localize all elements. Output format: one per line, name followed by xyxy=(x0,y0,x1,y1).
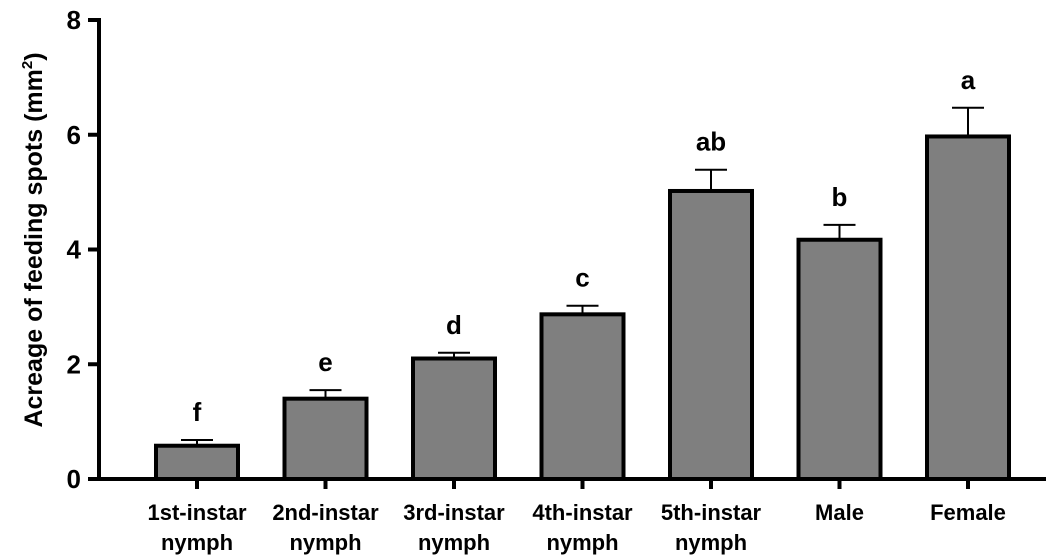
significance-letter: b xyxy=(832,182,848,212)
y-axis: 0 2 4 6 8 xyxy=(67,5,101,494)
y-tick-label: 0 xyxy=(67,464,81,494)
y-axis-label-superscript: 2 xyxy=(19,61,36,69)
significance-letter: a xyxy=(961,65,976,95)
x-tick-label: 4th-instar nymph xyxy=(532,500,633,555)
svg-text:Acreage of feeding spots (mm2): Acreage of feeding spots (mm2) xyxy=(19,52,48,427)
significance-letter: e xyxy=(318,347,332,377)
x-tick-label: 2nd-instar nymph xyxy=(272,500,379,555)
significance-letters: f e d c ab b a xyxy=(193,65,976,427)
bar xyxy=(668,188,754,481)
y-axis-label: Acreage of feeding spots (mm2) xyxy=(19,52,48,427)
y-tick-label: 6 xyxy=(67,120,81,150)
error-bars xyxy=(181,106,984,446)
x-tick-label: Male xyxy=(815,500,864,525)
y-tick-label: 8 xyxy=(67,5,81,35)
x-tick-label: 3rd-instar nymph xyxy=(403,500,505,555)
y-axis-label-text: Acreage of feeding spots (mm xyxy=(20,69,48,427)
significance-letter: ab xyxy=(696,127,726,157)
significance-letter: f xyxy=(193,397,202,427)
y-tick-label: 4 xyxy=(67,235,82,265)
y-axis-label-suffix: ) xyxy=(20,52,48,60)
significance-letter: c xyxy=(575,263,589,293)
x-tick-label: 5th-instar nymph xyxy=(661,500,762,555)
x-axis: 1st-instar nymph 2nd-instar nymph 3rd-instar… xyxy=(97,477,1046,555)
bar xyxy=(925,134,1011,481)
bar xyxy=(539,312,626,481)
bar xyxy=(796,237,883,481)
bar xyxy=(282,396,369,481)
bar xyxy=(154,443,240,482)
significance-letter: d xyxy=(446,310,462,340)
y-tick-label: 2 xyxy=(67,349,81,379)
x-tick-label: 1st-instar nymph xyxy=(147,500,246,555)
x-tick-label: Female xyxy=(930,500,1006,525)
bar xyxy=(411,356,497,482)
